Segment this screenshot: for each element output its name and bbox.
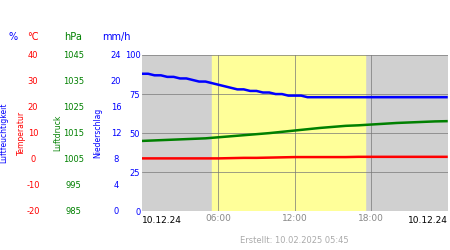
Text: %: % xyxy=(8,32,17,42)
Text: Niederschlag: Niederschlag xyxy=(94,108,103,158)
Text: Temperatur: Temperatur xyxy=(17,111,26,155)
Text: 40: 40 xyxy=(27,50,38,59)
Text: °C: °C xyxy=(27,32,39,42)
Text: 995: 995 xyxy=(66,181,81,190)
Text: 10.12.24: 10.12.24 xyxy=(408,216,448,225)
Text: 0: 0 xyxy=(113,207,119,216)
Text: 1015: 1015 xyxy=(63,128,84,138)
Text: 1025: 1025 xyxy=(63,102,84,112)
Text: Luftdruck: Luftdruck xyxy=(53,115,62,151)
Text: 20: 20 xyxy=(27,102,38,112)
Text: 1045: 1045 xyxy=(63,50,84,59)
Text: -10: -10 xyxy=(26,181,40,190)
Text: -20: -20 xyxy=(26,207,40,216)
Text: mm/h: mm/h xyxy=(102,32,130,42)
Text: 4: 4 xyxy=(113,181,119,190)
Text: 16: 16 xyxy=(111,102,122,112)
Text: 1005: 1005 xyxy=(63,155,84,164)
Bar xyxy=(212,55,365,211)
Text: 20: 20 xyxy=(111,76,122,86)
Text: hPa: hPa xyxy=(64,32,82,42)
Text: 10.12.24: 10.12.24 xyxy=(142,216,182,225)
Text: 10: 10 xyxy=(27,128,38,138)
Text: 8: 8 xyxy=(113,155,119,164)
Text: 1035: 1035 xyxy=(63,76,84,86)
Text: Luftfeuchtigkeit: Luftfeuchtigkeit xyxy=(0,103,8,164)
Text: 985: 985 xyxy=(65,207,81,216)
Text: Erstellt: 10.02.2025 05:45: Erstellt: 10.02.2025 05:45 xyxy=(240,236,349,245)
Text: 12: 12 xyxy=(111,128,122,138)
Text: 24: 24 xyxy=(111,50,122,59)
Text: 30: 30 xyxy=(27,76,38,86)
Text: 0: 0 xyxy=(30,155,36,164)
